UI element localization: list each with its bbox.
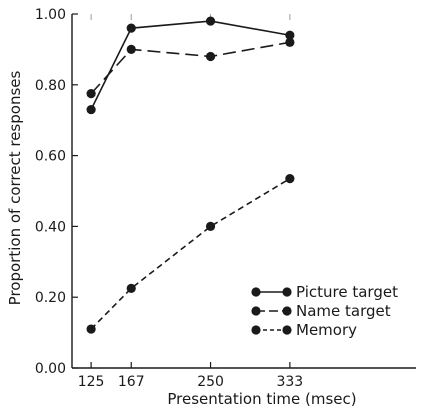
y-axis-title: Proportion of correct responses [6,71,24,306]
x-tick-label: 125 [78,374,105,390]
data-point [126,283,136,293]
legend-marker [282,306,292,316]
data-point [205,16,216,26]
y-tick-label: 0.80 [35,78,66,94]
legend-label: Memory [296,321,357,339]
legend-marker [251,287,261,297]
legend-label: Name target [296,302,391,320]
series-line [90,177,291,330]
ticks: 0.00 0.20 0.40 0.60 0.80 1.00 125 167 250 333 [35,7,303,390]
data-point [86,89,96,99]
data-point [205,221,216,231]
y-tick-label: 0.40 [35,219,66,235]
data-point [86,104,96,115]
legend-marker [282,287,292,297]
data-point [205,51,216,62]
y-tick-label: 0.20 [35,290,66,306]
legend-marker [251,325,261,335]
x-tick-label: 250 [197,374,224,390]
legend-marker [282,325,292,335]
data-point [126,23,136,33]
series-line [90,20,291,110]
data-point [285,37,295,47]
y-tick-label: 1.00 [35,7,66,23]
series-line [90,41,291,95]
y-tick-label: 0.60 [35,149,66,165]
legend-label: Picture target [296,283,398,301]
y-tick-label: 0.00 [35,361,66,377]
data-point [285,174,295,184]
x-tick-label: 167 [118,374,145,390]
data-point [285,30,295,40]
legend-marker [251,306,261,316]
data-point [126,44,136,55]
axes [71,14,416,369]
data-point [86,324,96,334]
x-tick-label: 333 [276,374,303,390]
series-group [86,16,295,334]
x-axis-title: Presentation time (msec) [167,390,356,408]
